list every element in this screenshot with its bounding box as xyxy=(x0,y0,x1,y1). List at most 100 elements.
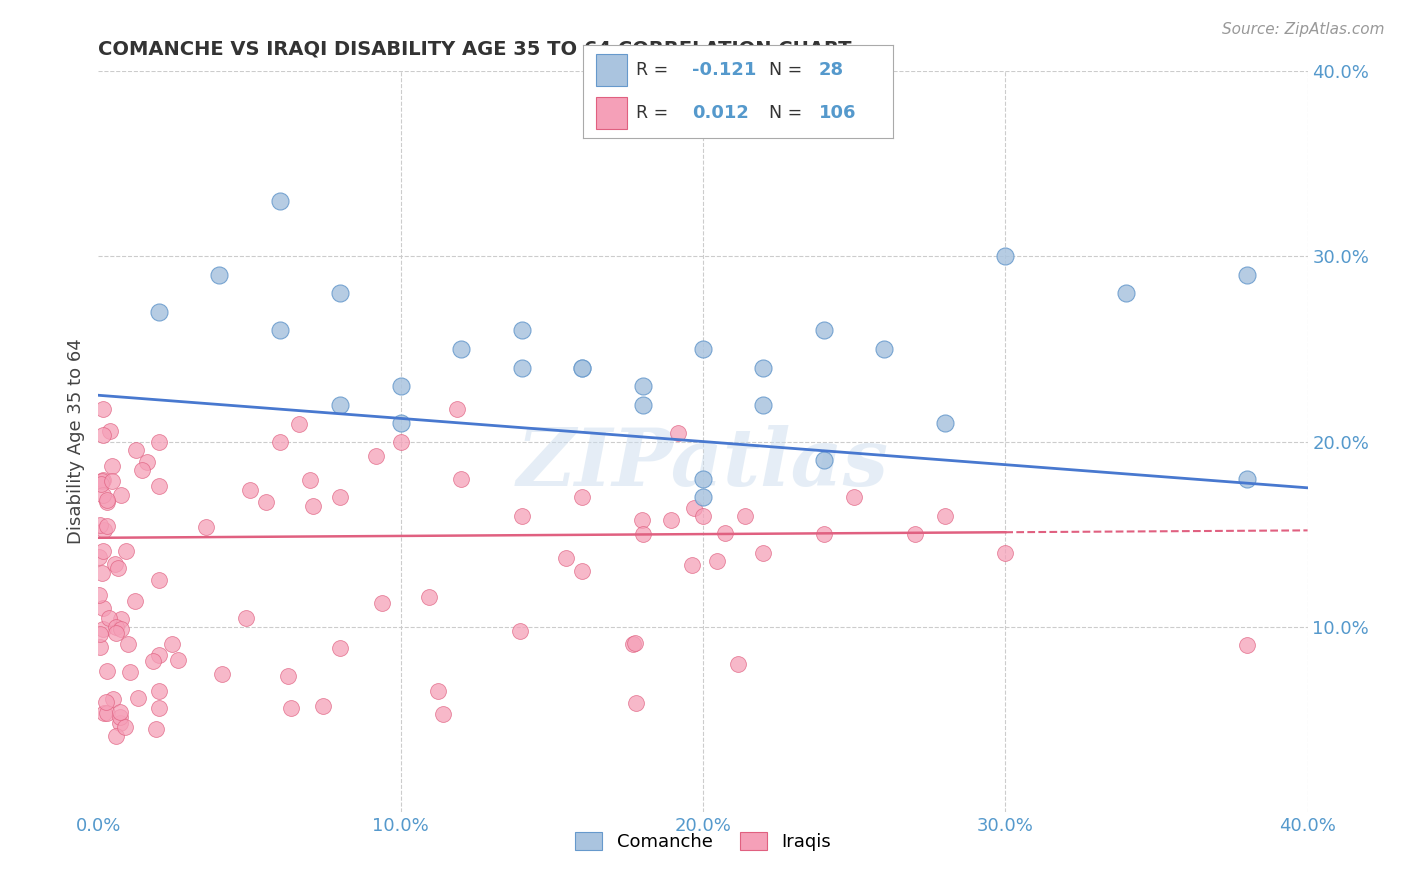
Point xyxy=(692,472,714,486)
Point xyxy=(148,701,170,715)
Text: 28: 28 xyxy=(818,61,844,78)
Point xyxy=(142,655,165,669)
Point xyxy=(510,360,533,375)
Point xyxy=(692,508,714,523)
Point xyxy=(571,360,593,375)
Point xyxy=(91,474,114,488)
Point xyxy=(127,690,149,705)
Point xyxy=(446,402,468,417)
Point xyxy=(692,342,714,356)
Point xyxy=(571,564,593,578)
Point xyxy=(93,706,115,720)
Point xyxy=(104,557,127,571)
Point xyxy=(239,483,262,497)
Text: N =: N = xyxy=(769,104,808,122)
Point xyxy=(110,623,132,637)
Point xyxy=(124,443,146,458)
Point xyxy=(160,637,183,651)
Point xyxy=(148,305,170,319)
Point xyxy=(90,566,112,581)
Point xyxy=(302,499,325,513)
Point xyxy=(571,490,593,504)
Point xyxy=(93,523,115,537)
Point xyxy=(93,428,115,442)
Text: 106: 106 xyxy=(818,104,856,122)
Point xyxy=(120,665,142,680)
Point xyxy=(1115,286,1137,301)
Point xyxy=(269,434,291,449)
Point xyxy=(389,416,412,430)
Point xyxy=(1236,268,1258,282)
Point xyxy=(89,640,111,655)
Point xyxy=(90,477,112,491)
Point xyxy=(1236,638,1258,652)
Point xyxy=(329,490,352,504)
Point xyxy=(91,474,114,488)
Point xyxy=(844,490,866,504)
Point xyxy=(96,665,118,679)
Point xyxy=(96,706,118,720)
Point xyxy=(110,488,132,502)
Point xyxy=(427,683,450,698)
Point xyxy=(96,518,118,533)
Point xyxy=(98,611,121,625)
Point xyxy=(117,637,139,651)
Text: R =: R = xyxy=(636,61,673,78)
Point xyxy=(450,472,472,486)
Point xyxy=(167,653,190,667)
Point xyxy=(994,250,1017,264)
Point xyxy=(91,601,114,615)
Point xyxy=(89,518,111,533)
Point xyxy=(571,360,593,375)
Point xyxy=(934,416,956,430)
Point xyxy=(934,508,956,523)
Point xyxy=(631,527,654,541)
Point xyxy=(124,594,146,608)
Point xyxy=(727,657,749,672)
Point xyxy=(101,474,124,488)
Point xyxy=(418,591,440,605)
FancyBboxPatch shape xyxy=(596,97,627,129)
Point xyxy=(107,561,129,575)
Point xyxy=(624,636,647,650)
Point xyxy=(329,640,352,655)
Point xyxy=(101,692,124,706)
Point xyxy=(105,729,128,743)
Point xyxy=(194,520,217,534)
Point xyxy=(813,453,835,467)
Point xyxy=(114,720,136,734)
Point xyxy=(624,696,647,710)
Point xyxy=(136,454,159,468)
Point xyxy=(101,458,124,473)
Point xyxy=(904,527,927,541)
Point xyxy=(145,723,167,737)
Point xyxy=(631,513,654,527)
Point xyxy=(148,648,170,662)
Point xyxy=(91,622,114,636)
Text: ZIPatlas: ZIPatlas xyxy=(517,425,889,502)
Y-axis label: Disability Age 35 to 64: Disability Age 35 to 64 xyxy=(66,339,84,544)
Point xyxy=(329,398,352,412)
Point xyxy=(148,574,170,588)
Point xyxy=(631,398,654,412)
Point xyxy=(148,435,170,450)
Point xyxy=(89,627,111,641)
Point xyxy=(555,551,578,566)
Point xyxy=(692,490,714,504)
Text: -0.121: -0.121 xyxy=(692,61,756,78)
Point xyxy=(254,495,277,509)
Point xyxy=(89,588,111,602)
Point xyxy=(148,683,170,698)
Text: 0.012: 0.012 xyxy=(692,104,748,122)
Point xyxy=(510,508,533,523)
Point xyxy=(329,286,352,301)
Point xyxy=(450,342,472,356)
Point xyxy=(666,426,689,441)
Point xyxy=(269,324,291,338)
Point xyxy=(287,417,309,432)
Point xyxy=(91,543,114,558)
Point xyxy=(752,398,775,412)
Point xyxy=(681,558,703,573)
Point xyxy=(277,669,299,683)
Point xyxy=(110,705,132,719)
